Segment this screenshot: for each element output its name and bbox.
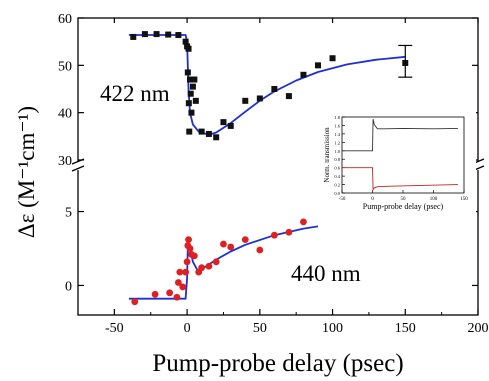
data-point-440nm [131,298,139,306]
data-point-422nm [205,130,212,137]
inset-y-tick-label: 1.8 [334,115,340,120]
data-point-440nm [173,293,181,301]
y-tick-label: 60 [58,12,72,27]
data-point-422nm [285,93,292,100]
data-point-422nm [191,76,198,83]
fit-curve-440nm-group [128,217,406,300]
points-422nm-group [130,31,409,141]
inset-y-tick-label: 0.2 [334,183,340,188]
y-tick-label: 30 [58,154,72,169]
data-point-440nm [151,290,159,298]
data-point-440nm [220,240,227,248]
inset-y-tick-label: 1.0 [334,149,340,154]
inset-y-tick-label: 0.6 [334,166,340,171]
data-point-440nm [198,264,206,272]
inset-x-tick-label: 150 [460,197,468,202]
data-point-422nm [242,97,249,104]
y-tick-label: 5 [65,206,72,221]
inset-x-tick-label: 0 [371,197,374,202]
x-tick-label: 100 [322,321,343,336]
data-point-440nm [212,258,220,266]
data-point-422nm [175,32,182,39]
data-point-440nm [205,262,213,270]
data-point-440nm [300,218,307,226]
data-point-440nm [174,279,182,286]
inset-plot: -50 0 50 100 150 0.0 0.2 0.4 0.6 0.8 1.0 1.2 1.4 1.6 1… [318,111,476,228]
data-point-440nm [186,245,194,252]
data-point-422nm [329,55,336,62]
data-point-440nm [241,236,249,244]
data-point-422nm [198,128,205,135]
data-point-440nm [227,243,235,251]
data-point-422nm [184,69,191,76]
data-point-440nm [190,252,198,260]
x-tick-label: 150 [395,321,416,336]
inset-y-tick-label: 1.6 [334,123,340,128]
inset-axes: -50 0 50 100 150 0.0 0.2 0.4 0.6 0.8 1.0 1.2 1.4 1.6 1… [334,115,468,202]
data-point-422nm [220,119,227,126]
y-axis-title: Δε (M⁻¹cm⁻¹) [14,106,39,238]
inset-x-tick-label: 50 [401,197,407,202]
x-tick-label: 0 [184,321,191,336]
data-point-422nm [189,83,196,90]
inset-series-line-1 [342,119,458,152]
data-point-422nm [130,33,137,40]
axis-break-left [71,158,85,172]
y-tick-label: 0 [65,279,72,294]
data-point-440nm [179,283,187,291]
data-point-422nm [300,71,307,78]
data-point-422nm [153,31,160,38]
data-point-440nm [176,268,184,276]
data-point-422nm [186,128,193,135]
data-point-422nm [185,100,192,107]
data-point-422nm [182,38,189,45]
fit-curve-440nm [128,217,406,300]
data-point-422nm [227,122,234,129]
data-point-440nm [185,236,192,244]
data-point-422nm [315,62,321,69]
data-point-440nm [270,231,278,239]
inset-x-tick-label: -50 [339,197,346,202]
x-axis: -50 0 50 100 150 200 [77,18,489,336]
data-point-440nm [182,268,190,276]
x-tick-label: -50 [105,321,124,336]
panel-label-422nm: 422 nm [100,81,170,106]
data-point-440nm [256,246,264,254]
data-point-422nm [192,97,199,104]
inset-y-tick-label: 1.4 [334,132,340,137]
data-point-422nm [165,31,172,38]
error-bar-group [398,44,413,78]
inset-y-tick-label: 0.8 [334,157,340,162]
data-point-422nm [185,45,192,52]
data-point-440nm [285,228,293,236]
inset-series-line-2 [342,167,458,191]
data-point-440nm [166,289,174,297]
inset-y-tick-label: 0.4 [334,174,340,179]
data-point-422nm [187,90,194,97]
data-point-422nm [188,109,195,116]
data-point-422nm [271,86,278,92]
inset-y-tick-label: 1.2 [334,140,340,145]
inset-x-axis-title: Pump-probe delay (psec) [363,202,444,211]
data-point-422nm [256,95,263,102]
data-point-440nm [183,258,191,266]
inset-series-group [342,119,458,191]
y-tick-label: 50 [58,59,72,74]
x-axis-title: Pump-probe delay (psec) [152,350,403,377]
panel-label-440nm: 440 nm [291,261,361,286]
data-point-422nm [187,76,193,83]
data-point-422nm [213,134,220,141]
points-440nm-group [131,208,409,306]
inset-x-tick-label: 100 [430,197,438,202]
inset-y-tick-label: 0.0 [334,191,340,196]
inset-y-axis-title: Norm. transmission [323,127,331,183]
x-tick-label: 200 [468,321,489,336]
data-point-422nm [141,31,148,38]
y-tick-label: 40 [58,107,72,122]
x-tick-label: 50 [253,321,267,336]
